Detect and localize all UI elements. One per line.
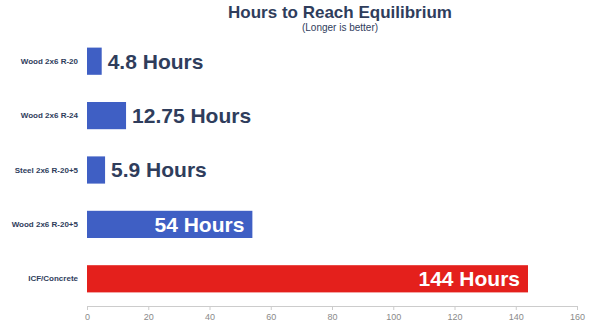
tick-mark	[87, 306, 88, 310]
bar	[87, 265, 528, 292]
category-tick: Wood 2x6 R-20	[21, 57, 79, 66]
tick-mark	[271, 306, 272, 310]
bar	[87, 102, 126, 129]
tick-mark	[332, 306, 333, 310]
tick-label: 120	[447, 312, 462, 322]
tick-label: 60	[266, 312, 276, 322]
tick: 80	[327, 306, 337, 322]
data-label: 54 Hours	[155, 213, 245, 236]
tick: 120	[447, 306, 462, 322]
bar	[87, 48, 102, 75]
category-tick: Steel 2x6 R-20+5	[15, 166, 79, 175]
tick-label: 80	[327, 312, 337, 322]
tick: 160	[570, 306, 585, 322]
tick-label: 100	[386, 312, 401, 322]
data-label: 5.9 Hours	[111, 158, 207, 181]
title: Hours to Reach Equilibrium	[228, 3, 452, 22]
bars	[87, 48, 528, 293]
tick: 140	[509, 306, 524, 322]
value-axis: 0 20 40 60 80 100 120 140 160	[85, 306, 585, 322]
data-label: 12.75 Hours	[132, 104, 251, 127]
tick-mark	[455, 306, 456, 310]
tick-label: 0	[85, 312, 90, 322]
category-label: ICF/Concrete	[28, 274, 78, 283]
tick-mark	[210, 306, 211, 310]
tick: 100	[386, 306, 401, 322]
tick-label: 140	[509, 312, 524, 322]
category-label: Wood 2x6 R-20	[21, 57, 79, 66]
chart: Hours to Reach Equilibrium(Longer is bet…	[0, 0, 600, 327]
tick: 40	[205, 306, 215, 322]
category-label: Wood 2x6 R-24	[21, 111, 79, 120]
data-label: 4.8 Hours	[108, 50, 204, 73]
bar	[87, 156, 105, 183]
tick-mark	[516, 306, 517, 310]
axis-line	[88, 307, 578, 311]
category-label: Steel 2x6 R-20+5	[15, 166, 79, 175]
data-labels: 4.8 Hours 12.75 Hours 5.9 Hours 54 Hours 144…	[108, 50, 520, 291]
tick-label: 20	[144, 312, 154, 322]
tick: 0	[85, 306, 90, 322]
bar	[87, 211, 252, 238]
tick-mark	[148, 306, 149, 310]
tick-label: 160	[570, 312, 585, 322]
tick-mark	[577, 306, 578, 310]
tick: 60	[266, 306, 276, 322]
category-tick: ICF/Concrete	[28, 274, 78, 283]
category-label: Wood 2x6 R-20+5	[12, 220, 79, 229]
category-tick: Wood 2x6 R-20+5	[12, 220, 79, 229]
category-axis: Wood 2x6 R-20 Wood 2x6 R-24 Steel 2x6 R-20…	[12, 57, 79, 284]
tick: 20	[144, 306, 154, 322]
tick-label: 40	[205, 312, 215, 322]
tick-mark	[393, 306, 394, 310]
data-label: 144 Hours	[418, 267, 520, 290]
subtitle: (Longer is better)	[302, 22, 378, 33]
category-tick: Wood 2x6 R-24	[21, 111, 79, 120]
